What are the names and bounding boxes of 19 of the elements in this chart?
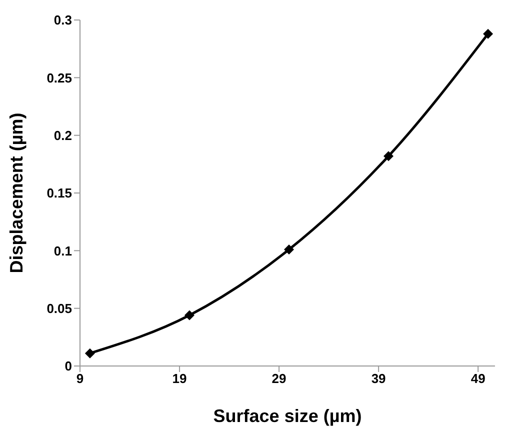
- point: [284, 244, 294, 255]
- x-tick-label: 49: [470, 371, 486, 386]
- point: [483, 28, 494, 39]
- y-tick-label: 0.05: [46, 300, 72, 316]
- y-tick-label: 0.2: [54, 128, 72, 143]
- x-tick-label: 9: [76, 371, 84, 386]
- x-tick-label: 39: [371, 371, 386, 386]
- y-tick-label: 0.25: [46, 70, 72, 86]
- y-tick-label: 0.3: [54, 12, 72, 28]
- point: [384, 151, 394, 162]
- point: [84, 348, 95, 358]
- y-tick-label: 0: [64, 358, 72, 374]
- x-tick-label: 19: [172, 371, 187, 386]
- x-tick-label: 29: [272, 371, 286, 386]
- point: [184, 310, 194, 320]
- y-axis-title: Displacement (µm): [6, 112, 26, 274]
- y-tick-label: 0.15: [46, 186, 72, 201]
- y-tick-label: 0.1: [54, 243, 72, 258]
- x-axis-title: Surface size (µm): [213, 406, 362, 426]
